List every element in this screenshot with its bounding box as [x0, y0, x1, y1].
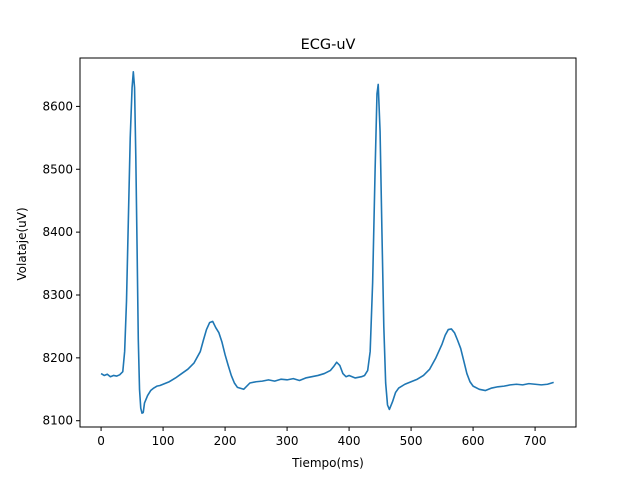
y-tick-label: 8300: [42, 288, 73, 302]
x-axis-label: Tiempo(ms): [291, 456, 364, 470]
y-tick-label: 8200: [42, 351, 73, 365]
y-tick-label: 8100: [42, 414, 73, 428]
series-line-0: [100, 71, 554, 414]
x-axis: 0 100 200 300 400 500 600 700: [97, 427, 547, 448]
x-tick-label: 200: [214, 434, 237, 448]
y-axis-label: Volataje(uV): [15, 207, 29, 280]
y-tick-label: 8600: [42, 99, 73, 113]
x-tick-label: 500: [400, 434, 423, 448]
y-tick-label: 8400: [42, 225, 73, 239]
chart-title: ECG-uV: [301, 37, 356, 53]
plot-area: [100, 71, 554, 414]
x-tick-label: 0: [97, 434, 105, 448]
x-tick-label: 100: [152, 434, 175, 448]
y-tick-label: 8500: [42, 162, 73, 176]
x-tick-label: 600: [462, 434, 485, 448]
plot-frame: [79, 57, 577, 428]
y-axis: 8100 8200 8300 8400 8500 8600: [42, 99, 80, 428]
x-tick-label: 400: [338, 434, 361, 448]
x-tick-label: 700: [524, 434, 547, 448]
x-tick-label: 300: [276, 434, 299, 448]
